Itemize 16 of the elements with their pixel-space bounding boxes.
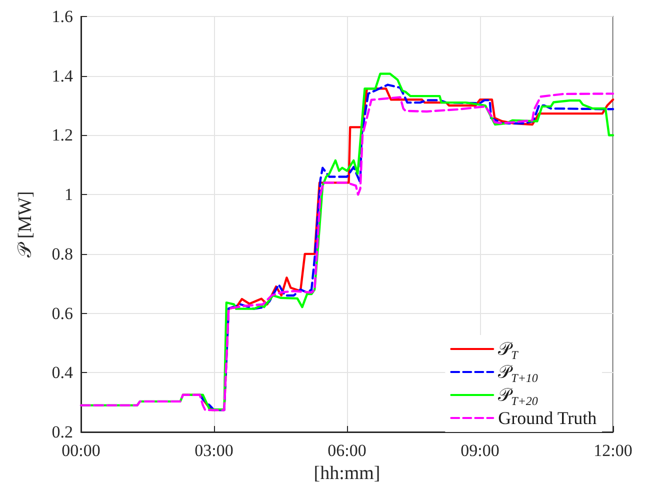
y-axis-title: 𝒫 [MW] xyxy=(15,191,36,258)
x-tick-label: 09:00 xyxy=(460,441,500,460)
x-tick-label: 00:00 xyxy=(62,441,100,460)
x-tick-label: 06:00 xyxy=(328,441,366,460)
y-tick-label: 0.2 xyxy=(52,422,73,442)
y-tick-label: 0.8 xyxy=(52,244,73,264)
y-tick-label: 1 xyxy=(64,185,73,204)
x-axis-title: [hh:mm] xyxy=(314,462,380,484)
y-tick-label: 0.6 xyxy=(52,304,73,323)
legend-label: Ground Truth xyxy=(498,408,597,428)
x-tick-label: 12:00 xyxy=(594,441,632,460)
y-tick-label: 1.2 xyxy=(52,126,73,145)
y-tick-label: 1.4 xyxy=(52,66,74,86)
y-tick-label: 1.6 xyxy=(52,7,73,26)
x-tick-label: 03:00 xyxy=(194,441,234,460)
y-tick-label: 0.4 xyxy=(52,363,74,382)
